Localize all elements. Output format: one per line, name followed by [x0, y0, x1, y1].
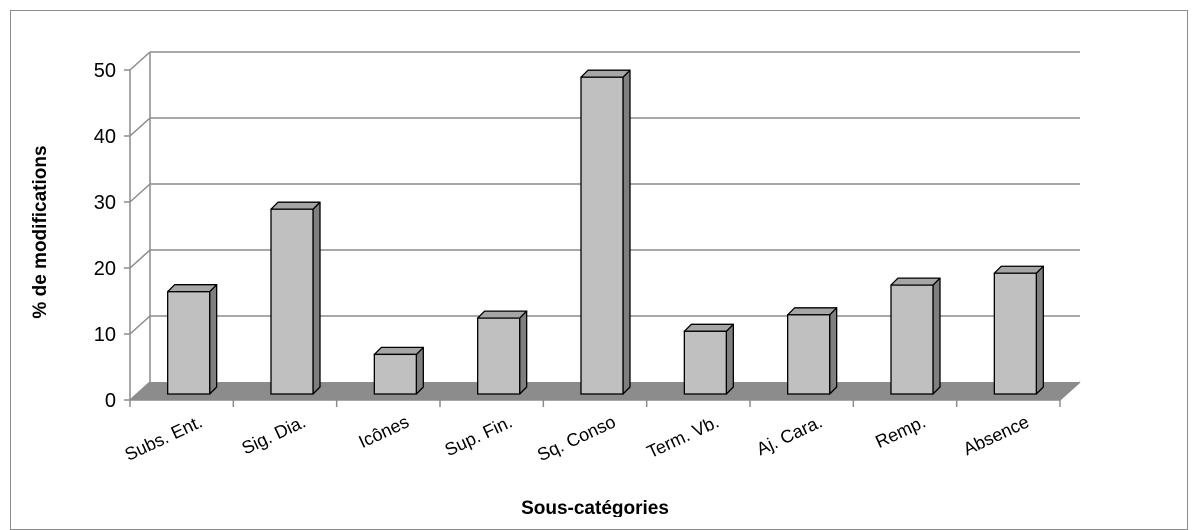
- bar-top: [373, 346, 424, 356]
- bar: [373, 346, 424, 395]
- x-tick-label: Sup. Fin.: [442, 411, 516, 460]
- bar-top: [890, 277, 941, 286]
- floor-edge: [1059, 381, 1081, 401]
- bar-chart: 0 10 20 30 40 50 Subs. Ent. Sig. Dia. Icônes Sup…: [30, 51, 1081, 517]
- bar-top: [580, 69, 631, 78]
- bar-front: [477, 317, 521, 395]
- bar-side: [209, 284, 218, 395]
- y-tick-label: 30: [94, 192, 116, 214]
- bar-front: [270, 208, 314, 395]
- x-axis-title: Sous-catégories: [521, 498, 669, 517]
- axes: [124, 52, 1081, 407]
- bar-front: [683, 330, 727, 395]
- bar-side: [519, 310, 528, 395]
- bar-front: [890, 284, 934, 395]
- bar-side: [312, 201, 321, 395]
- y-tick-label: 0: [105, 390, 116, 412]
- bar-front: [580, 76, 624, 395]
- wall-tick: [129, 117, 151, 137]
- bar-front: [787, 314, 831, 395]
- x-tick-label: Sig. Dia.: [239, 411, 309, 458]
- y-tick-label: 50: [94, 60, 116, 82]
- x-tick-label: Absence: [960, 411, 1032, 459]
- bar: [477, 310, 528, 395]
- bar-side: [622, 69, 631, 395]
- x-tick-label: Subs. Ent.: [122, 411, 206, 464]
- wall-tick: [129, 249, 151, 269]
- bar-front: [167, 291, 211, 395]
- bar-front: [993, 272, 1037, 395]
- y-tick-label: 10: [94, 324, 116, 346]
- wall-tick: [129, 183, 151, 203]
- bar: [683, 323, 734, 395]
- y-tick-label: 40: [94, 126, 116, 148]
- bar-top: [477, 310, 528, 319]
- bar-top: [167, 284, 218, 293]
- bar-side: [415, 346, 424, 395]
- x-tick-label: Term. Vb.: [644, 411, 722, 462]
- x-tick-label: Remp.: [872, 411, 929, 452]
- x-tick-label: Sq. Conso: [534, 411, 619, 465]
- bar-front: [373, 353, 417, 395]
- bar: [167, 284, 218, 395]
- bar: [787, 307, 838, 395]
- y-tick-labels: 0 10 20 30 40 50: [94, 60, 116, 412]
- x-tick-label: Icônes: [355, 411, 412, 452]
- wall-tick: [129, 381, 151, 401]
- bar-side: [725, 323, 734, 395]
- bar: [993, 265, 1044, 395]
- bar-top: [787, 307, 838, 316]
- bar-side: [1035, 265, 1044, 395]
- bar-top: [683, 323, 734, 332]
- bar-top: [993, 265, 1044, 274]
- y-tick-label: 20: [94, 258, 116, 280]
- bar-top: [270, 201, 321, 210]
- bar-side: [932, 277, 941, 395]
- x-tick-labels: Subs. Ent. Sig. Dia. Icônes Sup. Fin. Sq. Co…: [122, 411, 1032, 465]
- bar: [580, 69, 631, 395]
- x-tick-label: Aj. Cara.: [753, 411, 825, 459]
- bar: [270, 201, 321, 395]
- wall-tick: [129, 51, 151, 71]
- bar-side: [829, 307, 838, 395]
- bar: [890, 277, 941, 395]
- y-axis-title: % de modifications: [30, 145, 51, 318]
- bars: [167, 69, 1044, 395]
- wall-tick: [129, 315, 151, 335]
